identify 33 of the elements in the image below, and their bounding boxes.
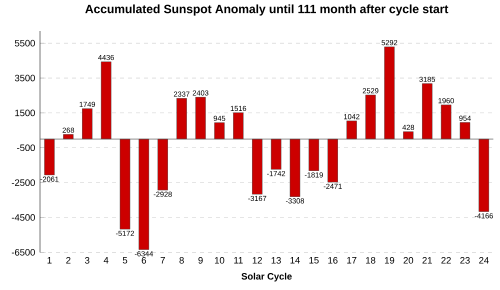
- x-tick-label: 11: [234, 257, 243, 264]
- x-tick-label: 23: [460, 257, 470, 264]
- x-tick-label: 16: [328, 257, 338, 264]
- chart-title: Accumulated Sunspot Anomaly until 111 month after cycle start: [85, 4, 448, 16]
- y-tick-label: -4500: [12, 214, 35, 221]
- x-tick-label: 13: [272, 257, 281, 264]
- x-tick-label: 5: [122, 257, 128, 264]
- x-tick-label: 17: [347, 257, 356, 264]
- y-tick-label: -500: [17, 144, 35, 152]
- x-tick-label: 18: [366, 257, 376, 264]
- x-tick-label: 15: [309, 257, 319, 264]
- x-tick-label: 24: [479, 257, 489, 264]
- y-tick-label: -2500: [12, 180, 35, 186]
- y-tick-label: 3500: [14, 74, 35, 82]
- x-tick-label: 6: [142, 257, 146, 264]
- x-tick-label: 21: [422, 257, 432, 264]
- x-tick-label: 3: [84, 257, 90, 264]
- x-axis-title: Solar Cycle: [242, 272, 292, 282]
- y-tick-label: 1500: [15, 110, 35, 116]
- x-tick-label: 14: [290, 257, 300, 264]
- x-tick-label: 19: [384, 257, 394, 264]
- x-tick-label: 9: [198, 257, 203, 264]
- x-tick-label: 10: [214, 257, 224, 264]
- x-tick-label: 7: [160, 257, 165, 264]
- x-tick-label: 12: [252, 257, 262, 264]
- x-tick-label: 22: [441, 257, 451, 264]
- x-tick-label: 4: [104, 257, 108, 264]
- x-tick-label: 20: [404, 257, 414, 264]
- x-tick-label: 1: [48, 257, 52, 264]
- x-tick-label: 2: [66, 257, 70, 264]
- y-tick-label: -6500: [12, 249, 35, 256]
- y-tick-label: 5500: [14, 40, 35, 47]
- x-tick-label: 8: [179, 257, 184, 264]
